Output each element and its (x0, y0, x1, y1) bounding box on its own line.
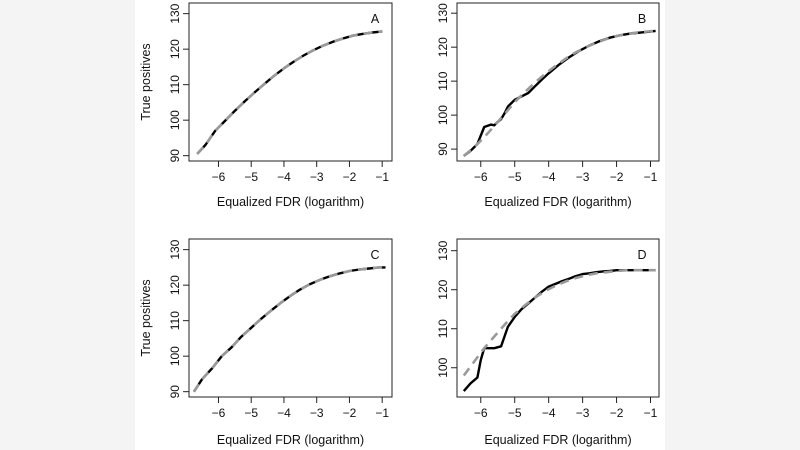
x-tick-label: −3 (310, 170, 324, 184)
y-tick-label: 130 (436, 240, 450, 260)
plot-frame (456, 238, 660, 398)
x-tick-label: −3 (310, 406, 324, 420)
x-tick-label: −1 (644, 170, 658, 184)
y-axis-label: True positives (139, 43, 153, 120)
series-line-fitted (462, 29, 656, 157)
y-tick-label: 110 (436, 319, 450, 338)
y-tick-label: 120 (436, 279, 450, 299)
y-tick-label: 110 (436, 71, 450, 90)
x-tick-label: −6 (474, 170, 488, 184)
y-tick-label: 120 (168, 39, 182, 59)
panel-a: −6 −5 −4 −3 −2 −1 90 100 110 120 130 Equalized FDR … (139, 2, 393, 209)
plot-frame (456, 2, 660, 162)
plot-frame (188, 238, 393, 398)
y-tick-label: 110 (168, 311, 182, 330)
x-tick-label: −4 (277, 170, 291, 184)
x-tick-label: −5 (244, 406, 258, 420)
y-tick-label: 100 (168, 346, 182, 366)
y-tick-label: 110 (168, 75, 182, 94)
x-tick-label: −3 (576, 170, 590, 184)
x-tick-label: −4 (277, 406, 291, 420)
x-tick-label: −2 (610, 170, 624, 184)
series-line-observed (463, 29, 656, 157)
y-tick-label: 90 (436, 142, 450, 156)
x-axis-label: Equalized FDR (logarithm) (217, 195, 364, 209)
x-axis-label: Equalized FDR (logarithm) (217, 433, 364, 447)
x-tick-label: −6 (212, 406, 226, 420)
panel-label: A (371, 12, 380, 26)
x-tick-label: −2 (343, 170, 357, 184)
series-line-observed (196, 30, 383, 155)
y-axis-label: True positives (139, 279, 153, 356)
panel-label: D (637, 248, 646, 262)
series-line-fitted (196, 30, 383, 155)
y-tick-label: 130 (168, 3, 182, 23)
panel-d: −6 −5 −4 −3 −2 −1 100 110 120 130 Equalized FDR (l… (436, 238, 660, 447)
y-tick-label: 100 (436, 357, 450, 377)
y-tick-label: 130 (168, 239, 182, 259)
panel-b: −6 −5 −4 −3 −2 −1 90 100 110 120 130 Equalized FDR … (436, 2, 660, 209)
x-tick-label: −4 (542, 406, 556, 420)
y-tick-label: 130 (436, 3, 450, 23)
series-line-fitted (192, 266, 386, 393)
chart-figure: −6 −5 −4 −3 −2 −1 90 100 110 120 130 Equalized FDR … (139, 2, 660, 447)
x-tick-label: −6 (212, 170, 226, 184)
y-tick-label: 90 (168, 385, 182, 399)
x-tick-label: −6 (474, 406, 488, 420)
x-tick-label: −2 (343, 406, 357, 420)
panel-label: B (638, 12, 646, 26)
x-tick-label: −1 (375, 406, 389, 420)
figure: −6 −5 −4 −3 −2 −1 90 100 110 120 130 Equalized FDR … (135, 0, 665, 450)
series-line-observed (192, 266, 386, 393)
x-tick-label: −1 (644, 406, 658, 420)
x-tick-label: −3 (576, 406, 590, 420)
x-tick-label: −5 (244, 170, 258, 184)
x-tick-label: −2 (610, 406, 624, 420)
x-tick-label: −1 (375, 170, 389, 184)
x-axis-label: Equalized FDR (logarithm) (484, 433, 631, 447)
x-tick-label: −5 (508, 406, 522, 420)
x-axis-label: Equalized FDR (logarithm) (484, 195, 631, 209)
panel-label: C (370, 248, 379, 262)
series-line-observed (462, 269, 656, 392)
y-tick-label: 90 (168, 149, 182, 163)
series-line-fitted (462, 268, 656, 377)
y-tick-label: 100 (436, 105, 450, 125)
plot-frame (188, 2, 393, 162)
y-tick-label: 120 (168, 275, 182, 295)
y-tick-label: 100 (168, 110, 182, 130)
x-tick-label: −5 (508, 170, 522, 184)
y-tick-label: 120 (436, 37, 450, 57)
panel-c: −6 −5 −4 −3 −2 −1 90 100 110 120 130 Equalized FDR … (139, 238, 393, 447)
x-tick-label: −4 (542, 170, 556, 184)
